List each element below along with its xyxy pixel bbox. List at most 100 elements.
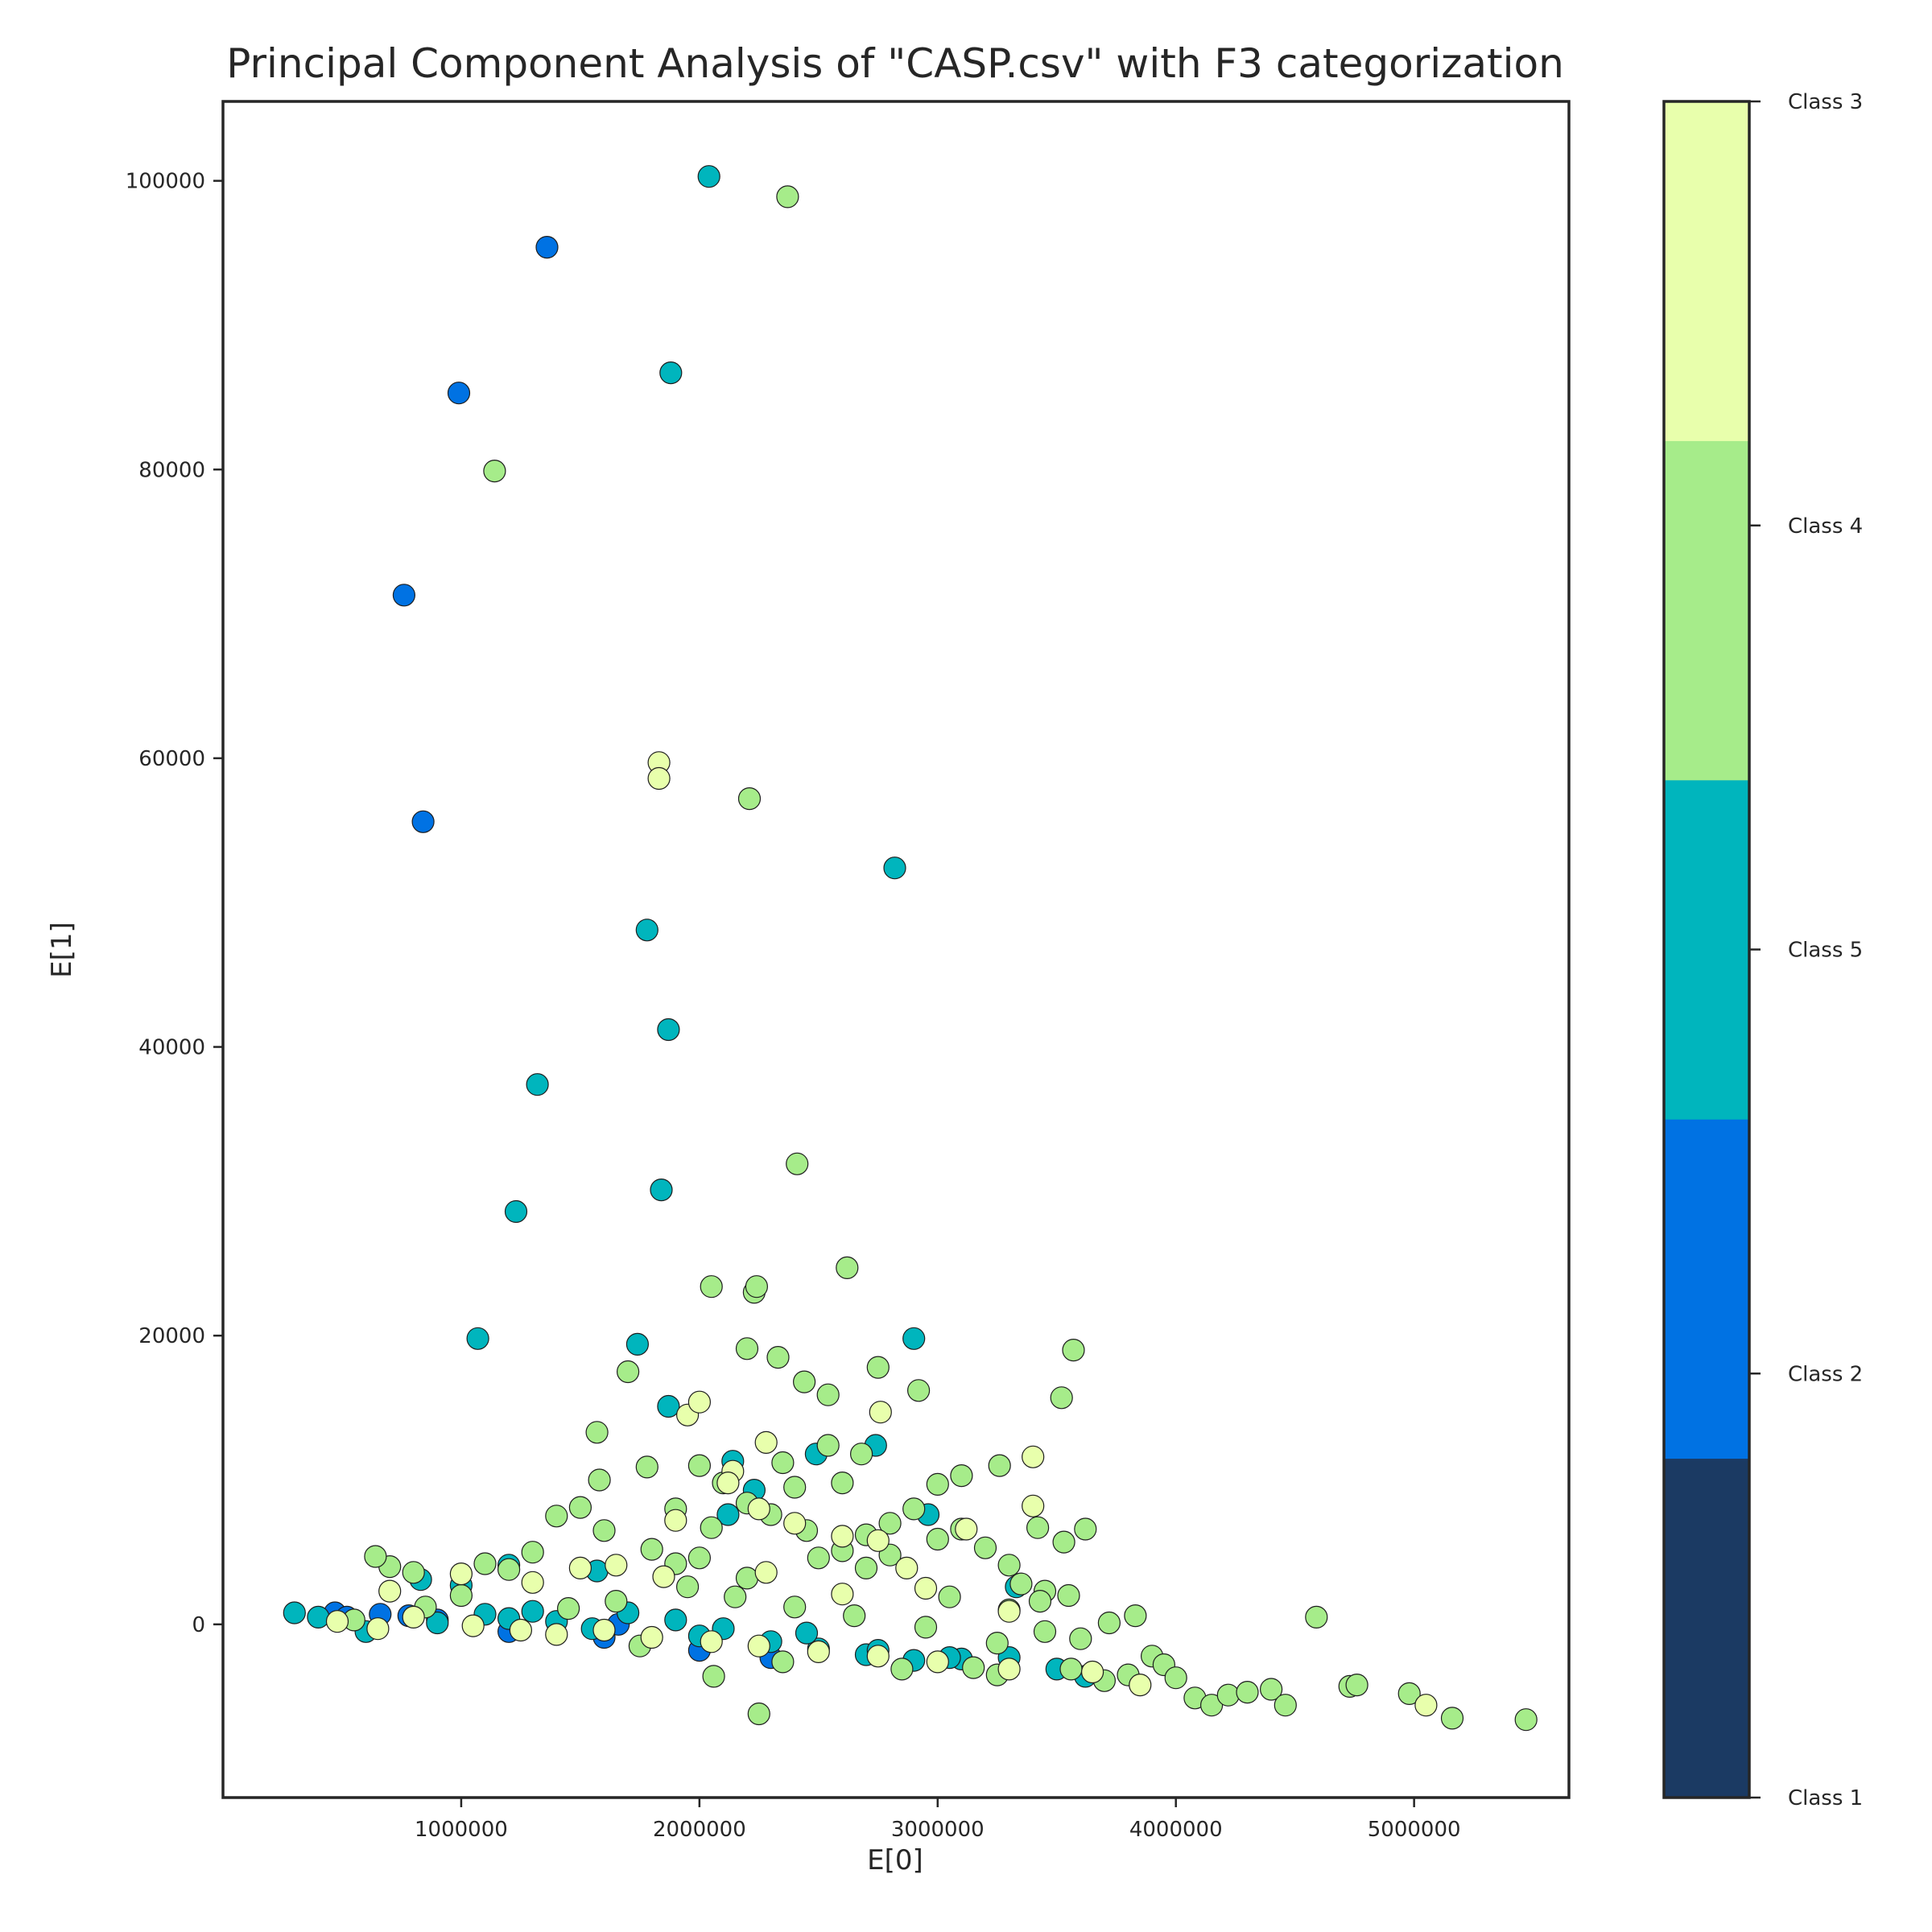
point-class-4-30 (1026, 1516, 1050, 1539)
point-class-3-8 (955, 1517, 978, 1541)
point-class-2-3 (411, 810, 435, 833)
point-class-2-0 (535, 236, 559, 259)
point-class-3-6 (1022, 1445, 1045, 1468)
point-class-4-77 (702, 1665, 725, 1688)
point-class-4-20 (988, 1454, 1011, 1477)
point-class-5-26 (426, 1611, 449, 1635)
point-class-4-14 (792, 1370, 816, 1393)
point-class-4-51 (807, 1546, 830, 1570)
point-class-4-55 (997, 1554, 1021, 1577)
point-class-4-42 (973, 1536, 997, 1559)
x-axis: 1000000 2000000 3000000 4000000 5000000 (415, 1798, 1461, 1842)
point-class-4-3 (786, 1152, 809, 1175)
point-class-4-106 (687, 1546, 712, 1570)
y-tick-label-5: 100000 (126, 170, 205, 194)
point-class-4-23 (783, 1476, 807, 1499)
point-class-5-31 (664, 1608, 687, 1632)
point-class-4-2 (737, 786, 762, 811)
point-class-3-41 (831, 1583, 854, 1606)
point-class-3-11 (747, 1497, 770, 1521)
point-class-4-87 (724, 1585, 747, 1608)
plot-frame (221, 100, 1571, 1799)
point-class-5-5 (526, 1073, 549, 1096)
point-class-3-18 (568, 1556, 592, 1580)
point-class-4-63 (1164, 1666, 1187, 1690)
point-class-4-96 (890, 1657, 914, 1681)
point-class-4-78 (1059, 1657, 1083, 1681)
point-class-3-38 (1414, 1694, 1438, 1717)
point-class-4-76 (747, 1702, 770, 1726)
point-class-4-13 (906, 1379, 931, 1402)
point-class-5-3 (635, 919, 658, 942)
point-class-3-10 (716, 1471, 740, 1495)
point-class-4-26 (950, 1463, 973, 1488)
point-class-4-86 (783, 1596, 807, 1619)
point-class-4-84 (914, 1616, 938, 1639)
point-class-4-68 (1259, 1678, 1283, 1701)
point-class-4-75 (1514, 1708, 1538, 1732)
point-class-3-23 (366, 1617, 390, 1641)
point-class-3-34 (926, 1650, 949, 1674)
point-class-4-97 (962, 1656, 985, 1679)
point-class-5-16 (716, 1503, 740, 1526)
point-class-4-19 (849, 1443, 873, 1466)
point-class-4-25 (926, 1472, 949, 1496)
point-class-4-60 (1124, 1604, 1147, 1628)
point-class-3-24 (402, 1605, 425, 1629)
point-class-4-4 (700, 1275, 723, 1298)
point-class-4-22 (588, 1468, 611, 1492)
point-class-4-59 (1097, 1611, 1121, 1635)
colorbar-swatch-class-5 (1664, 779, 1749, 1120)
point-class-4-91 (449, 1583, 473, 1608)
point-class-5-2 (883, 857, 906, 880)
colorbar: Class 1 Class 2 Class 5 Class 4 Class 3 (1662, 90, 1863, 1810)
point-class-4-56 (1009, 1572, 1033, 1596)
point-class-3-40 (754, 1561, 778, 1584)
point-class-5-28 (521, 1600, 544, 1623)
point-class-4-72 (1345, 1674, 1368, 1697)
point-class-4-49 (640, 1538, 663, 1561)
point-class-4-43 (521, 1541, 544, 1564)
point-class-4-44 (497, 1558, 521, 1581)
point-class-5-10 (902, 1327, 926, 1350)
point-class-5-0 (697, 165, 720, 188)
colorbar-swatch-class-3 (1664, 101, 1749, 441)
colorbar-label-class-3: Class 3 (1788, 90, 1863, 114)
point-class-3-26 (509, 1618, 533, 1642)
x-axis-label: E[0] (867, 1844, 923, 1876)
point-class-4-21 (635, 1455, 658, 1479)
point-class-3-33 (866, 1645, 890, 1668)
point-class-4-69 (1274, 1694, 1297, 1717)
point-class-3-25 (461, 1614, 485, 1637)
point-class-3-1 (647, 766, 671, 791)
point-class-3-20 (449, 1562, 473, 1586)
point-class-4-107 (592, 1519, 616, 1542)
y-tick-label-2: 40000 (138, 1036, 205, 1060)
point-class-4-99 (938, 1585, 961, 1608)
point-class-4-32 (687, 1454, 712, 1477)
point-class-3-29 (640, 1625, 663, 1649)
point-class-4-27 (545, 1505, 568, 1528)
point-class-4-9 (766, 1345, 790, 1369)
point-class-3-35 (997, 1657, 1021, 1681)
point-class-4-6 (745, 1275, 769, 1298)
point-class-3-32 (807, 1640, 830, 1663)
point-class-3-22 (325, 1610, 349, 1633)
point-class-3-36 (1080, 1660, 1104, 1684)
scatter-points (283, 165, 1538, 1732)
point-class-4-10 (1062, 1338, 1085, 1362)
point-class-4-90 (556, 1596, 580, 1620)
x-tick-label-4: 5000000 (1368, 1818, 1461, 1842)
x-tick-label-0: 1000000 (415, 1818, 508, 1842)
point-class-4-82 (1033, 1620, 1057, 1643)
point-class-3-39 (652, 1565, 675, 1588)
point-class-4-38 (878, 1512, 902, 1535)
point-class-4-15 (816, 1383, 840, 1406)
point-class-4-73 (1397, 1682, 1421, 1705)
x-tick-label-2: 3000000 (891, 1818, 985, 1842)
point-class-3-31 (747, 1634, 770, 1657)
point-class-3-13 (831, 1525, 854, 1548)
point-class-5-9 (625, 1332, 650, 1356)
point-class-4-65 (1199, 1694, 1224, 1717)
point-class-3-3 (687, 1390, 712, 1414)
